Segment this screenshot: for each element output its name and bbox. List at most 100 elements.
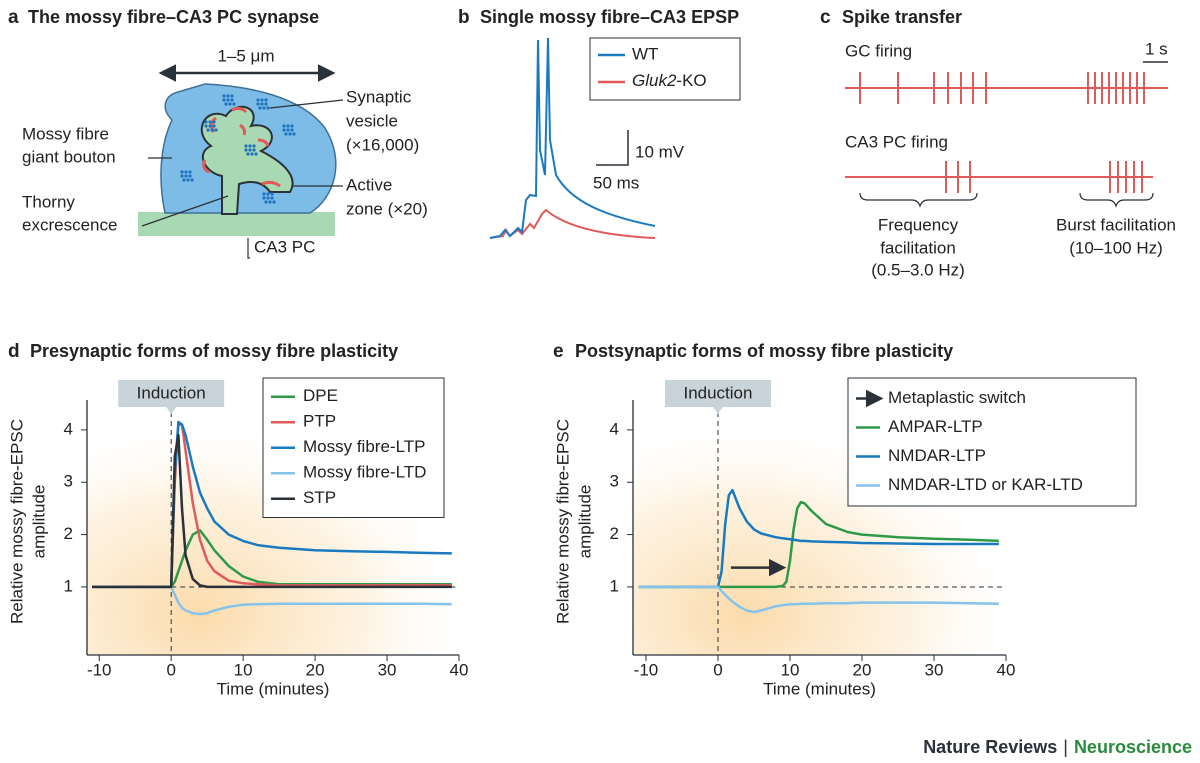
label: excrescence (22, 215, 117, 234)
scale-label: 1 s (1145, 39, 1168, 58)
legend-box (847, 377, 1137, 507)
vesicle-dot (260, 102, 264, 106)
x-tick-label: 20 (306, 660, 325, 679)
vesicle-dot (214, 128, 218, 132)
label: Active (346, 175, 392, 194)
vesicle-dot (244, 148, 248, 152)
vesicle-dot (208, 120, 212, 124)
panel-letter: a (8, 7, 19, 28)
vesicle-dot (256, 102, 260, 106)
legend-label: Mossy fibre-LTP (303, 437, 426, 456)
vesicle-dot (180, 170, 184, 174)
vesicle-dot (222, 94, 226, 98)
vesicle-dot (188, 170, 192, 174)
panel-title: Presynaptic forms of mossy fibre plastic… (30, 341, 398, 361)
vesicles (180, 94, 296, 204)
vesicle-dot (230, 94, 234, 98)
x-tick-label: 10 (781, 660, 800, 679)
panel-letter: b (458, 7, 470, 28)
footer: Nature Reviews | Neuroscience (923, 737, 1192, 757)
vesicle-dot (286, 128, 290, 132)
separator: | (1063, 737, 1068, 757)
legend-label: WT (632, 44, 658, 63)
label: vesicle (346, 111, 398, 130)
panel-c: c Spike transfer GC firing 1 s CA3 PC fi… (820, 7, 1176, 280)
vesicle-dot (268, 200, 272, 204)
vesicle-dot (284, 132, 288, 136)
vesicle-dot (262, 192, 266, 196)
vesicle-dot (270, 192, 274, 196)
legend-label: NMDAR-LTP (888, 446, 986, 465)
label: Burst facilitation (1056, 215, 1176, 234)
x-tick-label: 30 (925, 660, 944, 679)
vesicle-dot (180, 174, 184, 178)
series-line (92, 585, 452, 616)
x-tick-label: -10 (634, 660, 659, 679)
legend-label: Gluk2-KO (632, 71, 707, 90)
vesicle-dot (188, 174, 192, 178)
legend-label: PTP (303, 412, 336, 431)
x-tick-label: 10 (234, 660, 253, 679)
scale-label: 1–5 μm (217, 46, 274, 65)
vesicle-dot (262, 196, 266, 200)
train-label: CA3 PC firing (845, 132, 948, 151)
graphic (202, 159, 210, 174)
vesicle-dot (264, 102, 268, 106)
vesicle-dot (292, 132, 296, 136)
legend-label: AMPAR-LTP (888, 417, 983, 436)
brace (859, 192, 978, 208)
x-tick-label: 0 (166, 660, 175, 679)
vesicle-dot (222, 98, 226, 102)
journal: Nature Reviews (923, 737, 1057, 757)
panel-title: The mossy fibre–CA3 PC synapse (28, 7, 319, 27)
label: Thorny (22, 192, 75, 211)
y-tick-label: 4 (64, 419, 73, 438)
graphic (269, 99, 344, 109)
leader-lines (141, 99, 344, 259)
vesicle-dot (224, 102, 228, 106)
label: Frequency (878, 215, 959, 234)
vesicle-dot (260, 98, 264, 102)
vesicle-dot (266, 196, 270, 200)
series-line (638, 500, 999, 589)
y-tick-label: 3 (64, 472, 73, 491)
legend-box (589, 37, 741, 101)
thorny-excrescence (200, 106, 294, 215)
panel-title: Single mossy fibre–CA3 EPSP (480, 7, 739, 27)
vesicle-dot (266, 192, 270, 196)
vesicle-dot (190, 178, 194, 182)
series-line (92, 433, 452, 589)
vesicle-dot (226, 98, 230, 102)
panel-letter: c (820, 7, 831, 28)
vesicle-dot (246, 152, 250, 156)
x-tick-label: -10 (87, 660, 112, 679)
vesicle-dot (282, 128, 286, 132)
vesicle-dot (252, 144, 256, 148)
induction-label: Induction (683, 383, 752, 402)
induction-pointer (166, 407, 177, 414)
legend-label: Mossy fibre-LTD (303, 463, 426, 482)
graphic (239, 123, 246, 136)
panel-letter: e (553, 341, 564, 362)
vesicle-dot (210, 128, 214, 132)
series-line (638, 585, 999, 614)
vesicle-dot (288, 132, 292, 136)
legend-label: DPE (303, 386, 338, 405)
vesicle-dot (212, 120, 216, 124)
vesicle-dot (182, 178, 186, 182)
vesicle-dot (244, 144, 248, 148)
wt-trace (489, 37, 656, 239)
ca3-dendrite (138, 212, 335, 236)
vesicle-dot (264, 200, 268, 204)
chart-panel: e Postsynaptic forms of mossy fibre plast… (553, 341, 1137, 698)
vesicle-dot (206, 128, 210, 132)
graphic (141, 195, 229, 227)
graphic (261, 180, 281, 188)
vesicle-dot (186, 178, 190, 182)
y-tick-label: 1 (64, 576, 73, 595)
ko-trace (489, 208, 656, 239)
brace (1079, 192, 1154, 208)
scale-label: 50 ms (593, 173, 639, 192)
x-axis-label: Time (minutes) (217, 679, 330, 698)
vesicle-dot (250, 152, 254, 156)
